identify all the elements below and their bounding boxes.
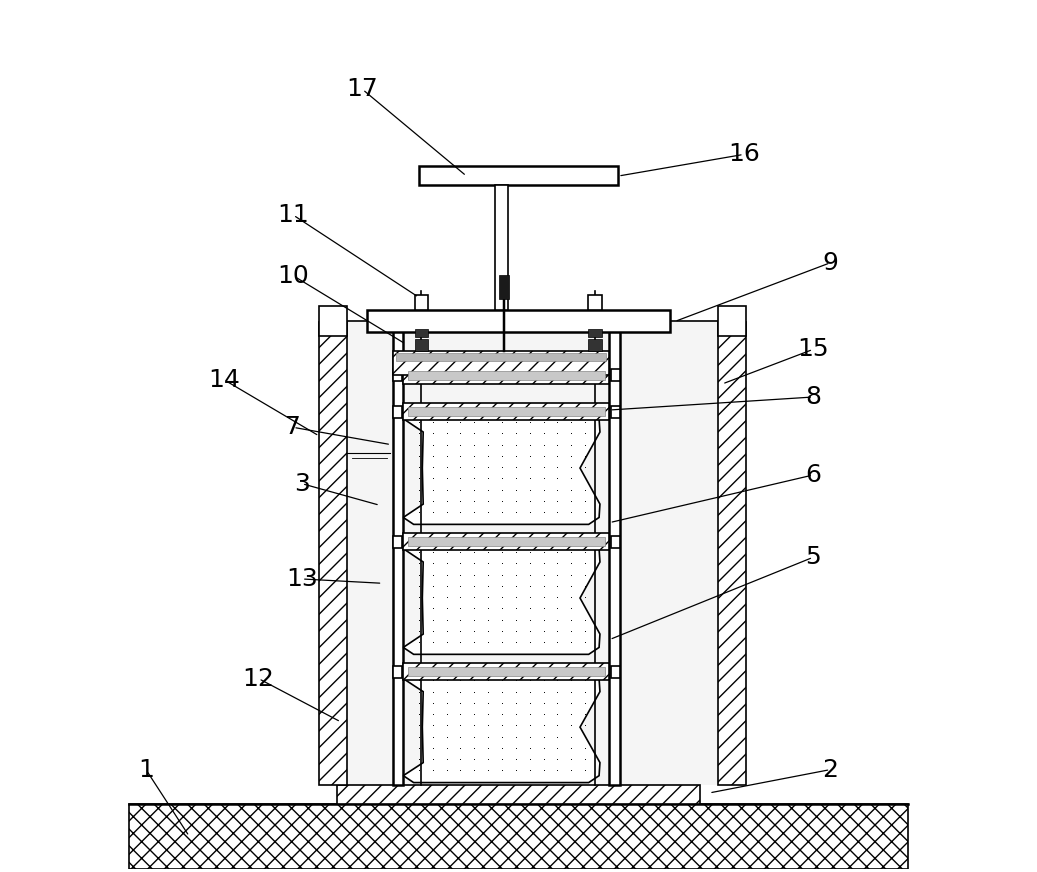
Bar: [415, 329, 428, 337]
Text: 3: 3: [293, 472, 310, 495]
Bar: [610, 322, 620, 785]
Bar: [611, 405, 620, 418]
Text: 8: 8: [805, 385, 821, 409]
Bar: [611, 535, 620, 548]
Bar: [403, 533, 610, 550]
Bar: [588, 339, 601, 351]
Bar: [718, 306, 746, 337]
Bar: [611, 369, 620, 381]
Bar: [415, 339, 428, 351]
Text: 7: 7: [285, 415, 301, 439]
Bar: [393, 322, 403, 785]
Bar: [393, 665, 401, 678]
Bar: [396, 353, 606, 362]
Bar: [403, 403, 610, 420]
Bar: [393, 351, 610, 375]
Bar: [408, 407, 606, 416]
Text: 13: 13: [286, 567, 317, 591]
Bar: [495, 185, 508, 310]
Text: 15: 15: [797, 337, 829, 361]
Bar: [319, 306, 347, 337]
Text: 6: 6: [805, 463, 821, 487]
Polygon shape: [403, 671, 600, 782]
Polygon shape: [403, 412, 600, 524]
Bar: [718, 322, 746, 785]
Bar: [129, 804, 908, 869]
Text: 16: 16: [728, 142, 760, 167]
Bar: [319, 322, 347, 785]
Bar: [588, 329, 601, 337]
Bar: [347, 322, 718, 785]
Bar: [403, 663, 610, 680]
Bar: [408, 537, 606, 546]
Text: 10: 10: [277, 263, 309, 288]
Bar: [408, 371, 606, 379]
Bar: [393, 405, 401, 418]
Text: 14: 14: [208, 368, 240, 392]
Bar: [408, 667, 606, 676]
Bar: [403, 367, 610, 384]
Bar: [393, 535, 401, 548]
Text: 2: 2: [822, 758, 839, 781]
Polygon shape: [403, 542, 600, 654]
Bar: [393, 369, 401, 381]
Bar: [415, 295, 428, 310]
Text: 9: 9: [822, 251, 838, 275]
Text: 17: 17: [346, 78, 379, 101]
Text: 11: 11: [277, 203, 309, 227]
Bar: [419, 166, 618, 185]
Text: 1: 1: [138, 758, 153, 781]
Bar: [611, 665, 620, 678]
Text: 5: 5: [805, 545, 821, 569]
Text: 12: 12: [243, 666, 275, 691]
Bar: [499, 275, 509, 299]
Bar: [588, 295, 601, 310]
Bar: [367, 310, 670, 332]
Bar: [337, 785, 700, 804]
